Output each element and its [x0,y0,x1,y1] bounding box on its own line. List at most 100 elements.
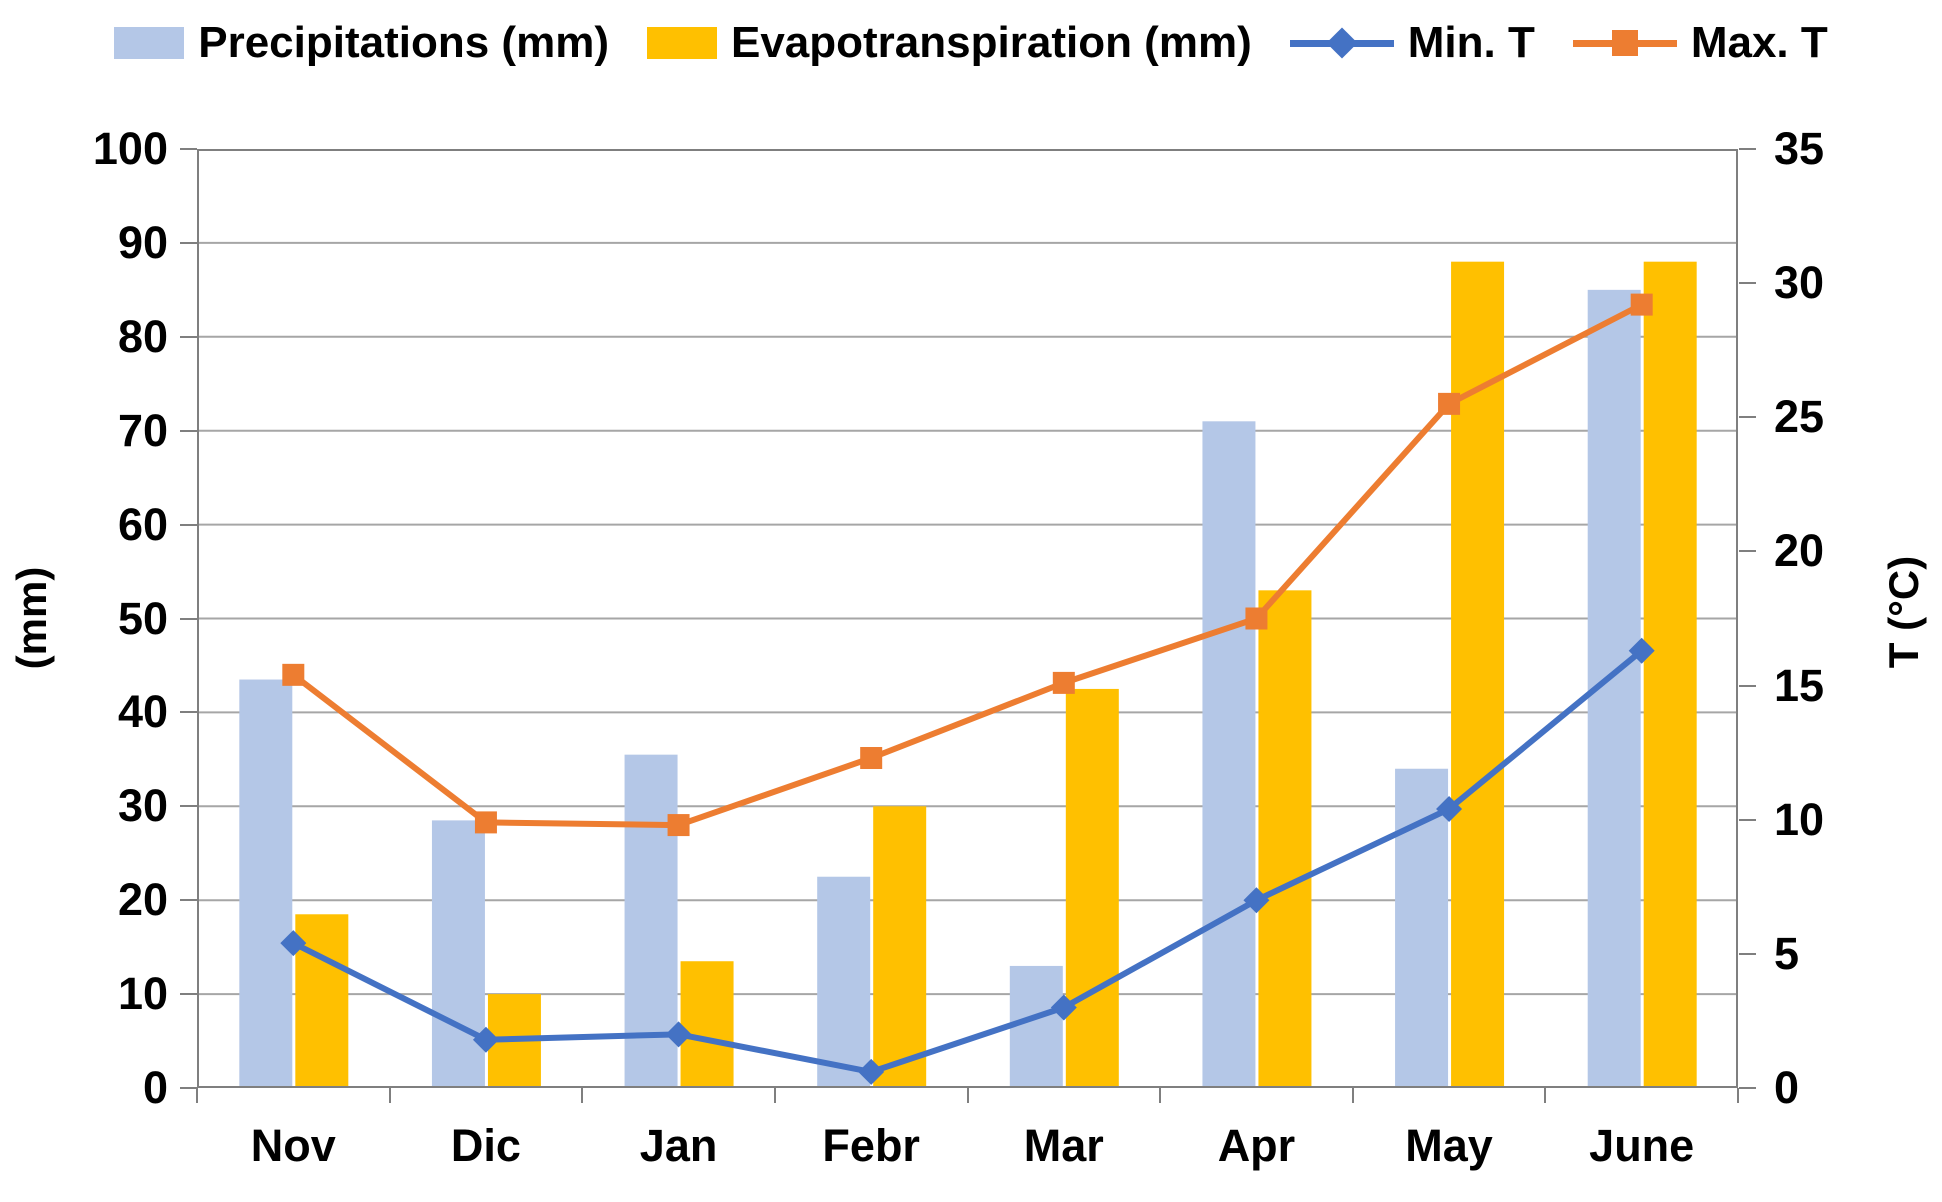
point-min-t-mar [1050,994,1077,1021]
left-axis-tick-mark [180,429,197,432]
x-axis-tick-mark [1159,1088,1162,1103]
legend-item-max-t: Max. T [1572,18,1828,68]
point-max-t-jan [667,814,690,837]
month-label-jan: Jan [639,1120,718,1171]
plot-border [197,149,1738,1088]
month-label-may: May [1405,1120,1493,1171]
x-axis-tick-mark [388,1088,391,1103]
right-axis-tick-mark [1739,416,1756,419]
point-max-t-may [1438,392,1461,415]
right-axis-tick-label: 20 [1774,525,1825,577]
legend-label: Min. T [1407,18,1535,67]
bar-precipitation-may [1395,768,1449,1088]
square-marker-icon [1611,30,1638,56]
legend-label: Evapotranspiration (mm) [730,18,1252,67]
diamond-marker-icon [1326,27,1358,59]
point-max-t-dic [474,811,497,834]
right-axis-tick-mark [1739,148,1756,150]
bar-evapotranspiration-june [1643,261,1697,1088]
legend-swatch-bar-icon [114,27,185,59]
bar-precipitation-nov [239,679,293,1088]
bar-precipitation-apr [1202,421,1256,1088]
left-axis-tick-label: 40 [117,686,168,738]
left-axis-tick-label: 80 [117,310,168,362]
month-label-apr: Apr [1217,1120,1296,1171]
x-axis-tick-mark [1737,1088,1739,1103]
left-axis-tick-label: 50 [117,592,168,644]
bar-precipitation-dic [431,820,485,1088]
point-max-t-apr [1245,607,1268,630]
month-label-mar: Mar [1023,1120,1104,1171]
left-axis-tick-label: 10 [117,968,168,1020]
chart-legend: Precipitations (mm) Evapotranspiration (m… [0,8,1942,78]
point-max-t-june [1630,293,1653,316]
x-axis-tick-mark [1544,1088,1547,1103]
right-axis-tick-mark [1739,818,1756,821]
x-axis-tick-mark [1351,1088,1354,1103]
x-axis-tick-mark [581,1088,584,1103]
plot-area [197,149,1738,1088]
x-axis-tick-mark [966,1088,969,1103]
legend-label: Max. T [1690,18,1828,67]
month-label-dic: Dic [450,1120,521,1171]
right-axis-tick-label: 25 [1774,391,1825,443]
point-max-t-mar [1052,671,1075,694]
left-axis-tick-label: 0 [142,1062,168,1113]
point-min-t-nov [280,930,307,957]
left-axis-tick-label: 70 [117,404,168,456]
right-axis-tick-mark [1739,282,1756,285]
left-axis-tick-mark [180,335,197,338]
line-max-t [291,301,1644,829]
right-axis-tick-label: 0 [1774,1062,1800,1113]
right-axis-tick-mark [1739,1087,1756,1089]
left-axis-tick-mark [180,899,197,902]
bar-precipitation-febr [817,876,871,1088]
month-label-nov: Nov [250,1120,336,1171]
bar-precipitation-mar [1009,965,1063,1088]
legend-item-precipitations-mm-: Precipitations (mm) [114,18,609,68]
right-axis-tick-label: 30 [1774,257,1825,309]
right-axis-tick-label: 10 [1774,793,1825,845]
right-axis-tick-mark [1739,684,1756,687]
legend-swatch-line-icon [1289,25,1394,61]
bar-evapotranspiration-may [1451,261,1505,1088]
point-min-t-dic [472,1026,499,1053]
line-min-t [291,648,1644,1075]
bar-evapotranspiration-mar [1065,688,1119,1088]
legend-label: Precipitations (mm) [198,18,609,67]
left-axis-tick-label: 90 [117,216,168,268]
left-axis-tick-label: 20 [117,874,168,926]
left-axis-tick-label: 30 [117,780,168,832]
left-axis-tick-mark [180,617,197,620]
legend-item-min-t: Min. T [1289,18,1535,68]
month-label-june: June [1589,1120,1695,1171]
left-axis-tick-mark [180,523,197,526]
month-label-febr: Febr [822,1120,920,1171]
point-min-t-febr [858,1058,885,1085]
left-axis-tick-mark [180,148,197,150]
left-axis-tick-mark [180,805,197,808]
point-min-t-may [1436,795,1463,822]
right-axis-tick-mark [1739,952,1756,955]
point-max-t-nov [282,663,305,686]
right-axis-tick-label: 15 [1774,659,1825,711]
left-axis-tick-mark [180,241,197,244]
point-max-t-febr [860,747,883,770]
left-axis-tick-label: 60 [117,498,168,550]
point-min-t-apr [1243,887,1270,914]
left-axis-tick-mark [180,711,197,714]
right-axis-tick-mark [1739,550,1756,553]
bar-evapotranspiration-jan [680,961,734,1088]
bar-evapotranspiration-apr [1258,590,1312,1088]
bar-evapotranspiration-febr [873,806,927,1088]
plot-canvas [197,149,1738,1088]
legend-swatch-line-icon [1572,25,1677,61]
legend-swatch-bar-icon [646,27,717,59]
right-axis-tick-label: 5 [1774,927,1800,979]
legend-item-evapotranspiration-mm-: Evapotranspiration (mm) [646,18,1252,68]
left-axis-tick-mark [180,1087,197,1089]
right-axis-tick-label: 35 [1774,123,1825,174]
point-min-t-june [1628,637,1655,664]
x-axis-tick-mark [773,1088,776,1103]
